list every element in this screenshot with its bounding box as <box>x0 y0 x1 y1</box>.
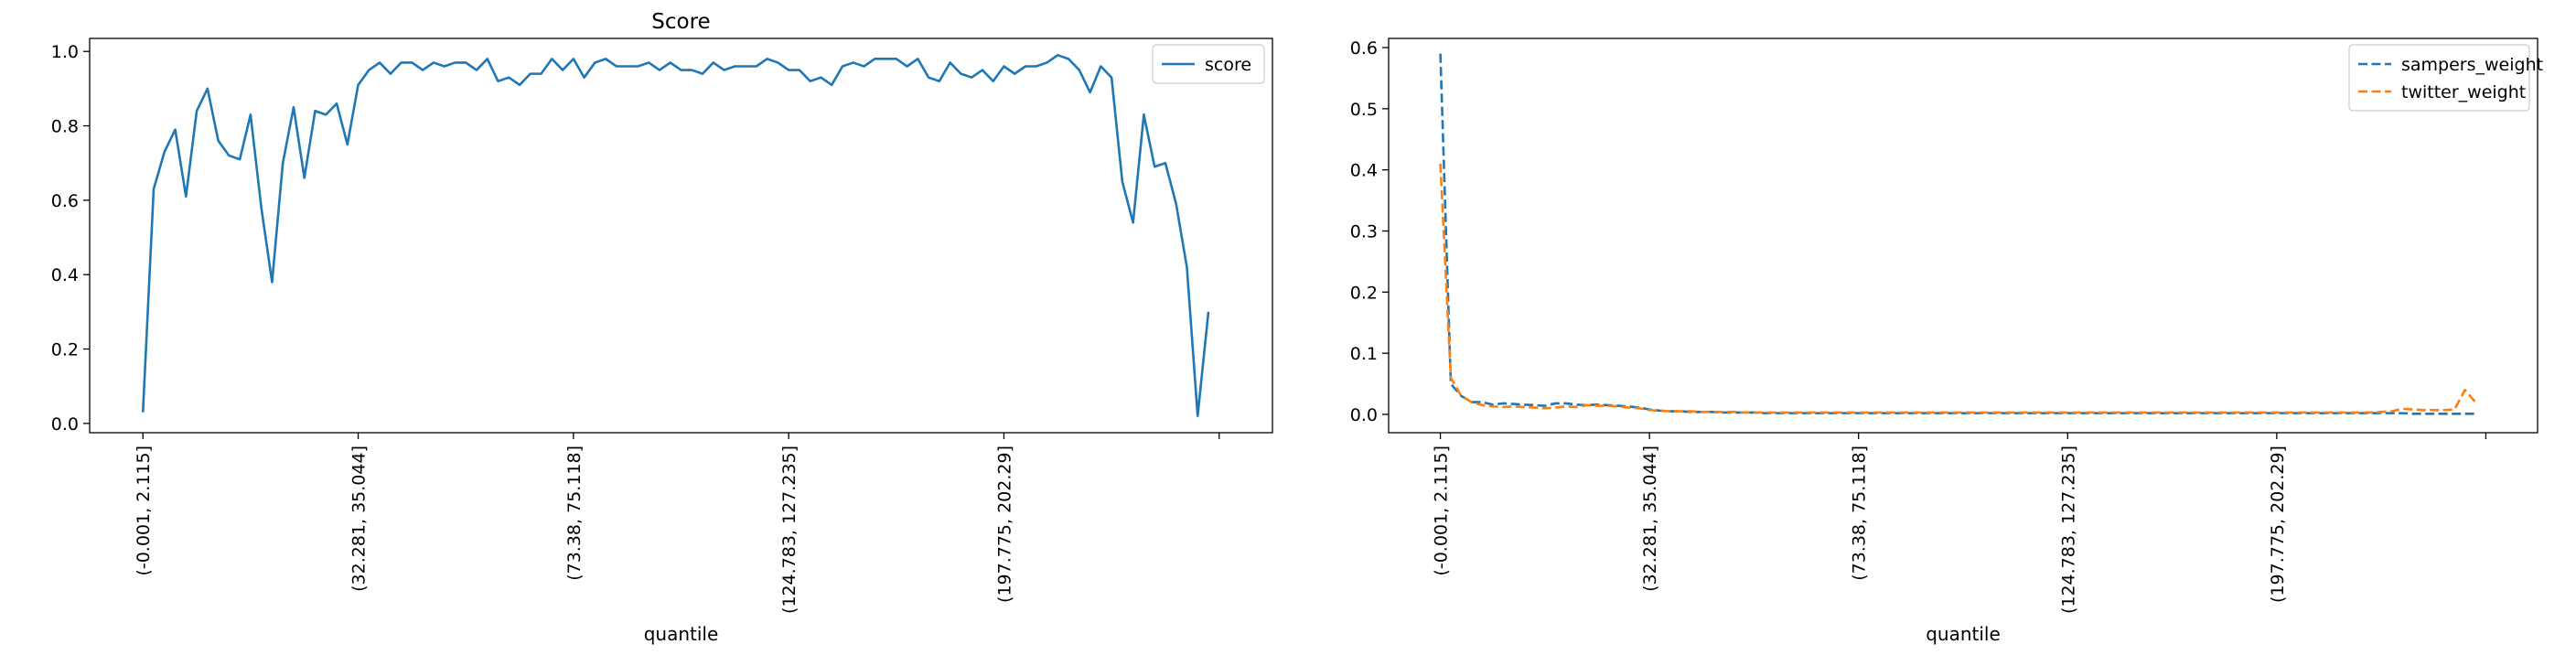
axes-frame <box>89 38 1273 434</box>
legend-box <box>1152 44 1265 84</box>
legend-label-twitter_weight: twitter_weight <box>2401 82 2526 102</box>
weights-chart-panel: 0.0 0.1 0.2 0.3 0.4 0.5 0.6 (-0.001, 2.115] (32.… <box>1350 38 2543 645</box>
x-axis-title: quantile <box>644 623 719 645</box>
x-tick-label: (-0.001, 2.115] <box>1432 446 1452 576</box>
x-tick-label: (73.38, 75.118] <box>564 446 585 581</box>
x-tick-label: (32.281, 35.044] <box>1640 446 1660 592</box>
y-tick-label: 0.3 <box>1350 221 1378 242</box>
y-tick-label: 0.6 <box>51 191 79 211</box>
x-tick-label: (73.38, 75.118] <box>1850 446 1870 581</box>
y-tick-label: 0.0 <box>51 414 79 435</box>
legend-box <box>2348 44 2530 112</box>
x-tick-label: (124.783, 127.235] <box>2058 446 2078 614</box>
x-tick-label: (197.775, 202.29] <box>2268 446 2288 603</box>
y-tick-label: 0.4 <box>1350 161 1378 181</box>
x-tick-label: (197.775, 202.29] <box>994 446 1014 603</box>
legend-label-score: score <box>1205 55 1251 75</box>
y-tick-label: 0.0 <box>1350 405 1378 425</box>
legend: score <box>1152 44 1265 84</box>
y-tick-label: 0.6 <box>1350 38 1378 59</box>
score-chart-panel: 0.0 0.2 0.4 0.6 0.8 1.0 (-0.001, 2.115] (32.281… <box>51 10 1273 645</box>
series-line-twitter_weight <box>1439 163 2476 414</box>
y-tick-label: 0.1 <box>1350 344 1378 364</box>
legend: sampers_weight twitter_weight <box>2348 44 2543 112</box>
y-tick-label: 1.0 <box>51 42 79 62</box>
y-tick-label: 0.5 <box>1350 100 1378 120</box>
series-line-score <box>141 53 1210 418</box>
axes-frame <box>1388 38 2538 434</box>
x-tick-label: (-0.001, 2.115] <box>134 446 154 576</box>
x-tick-label: (124.783, 127.235] <box>779 446 800 614</box>
x-axis-title: quantile <box>1926 623 2001 645</box>
chart-title: Score <box>651 10 710 34</box>
y-tick-label: 0.2 <box>1350 283 1378 303</box>
x-tick-label: (32.281, 35.044] <box>349 446 370 592</box>
y-tick-label: 0.8 <box>51 117 79 137</box>
y-tick-label: 0.4 <box>51 265 79 285</box>
legend-label-sampers_weight: sampers_weight <box>2401 55 2543 75</box>
y-tick-label: 0.2 <box>51 340 79 360</box>
